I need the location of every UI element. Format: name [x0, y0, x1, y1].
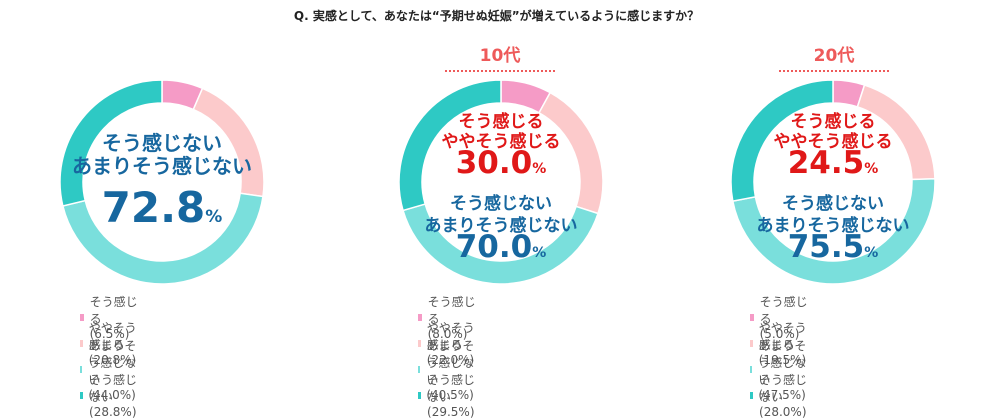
percent-unit: % — [532, 245, 547, 261]
disagree-label-1: そう感じない — [102, 131, 222, 155]
legend-label: あまりそう感じない(40.5%) — [426, 338, 475, 402]
legend-swatch — [750, 313, 754, 321]
disagree-label-1: そう感じない — [450, 194, 552, 214]
agree-label-2: ややそう感じる — [773, 132, 893, 152]
legend-item: あまりそう感じない(47.5%) — [750, 339, 810, 402]
donut-slice-disagree — [59, 79, 163, 207]
legend-item: ややそう感じる(22.0%) — [418, 321, 478, 367]
donut-slice-disagree — [398, 79, 502, 212]
legend-swatch — [750, 339, 753, 347]
legend-swatch — [418, 391, 422, 399]
disagree-total: 72.8% — [57, 183, 267, 232]
donut-slice-somewhat-disagree — [731, 178, 936, 285]
disagree-total-value: 72.8 — [101, 183, 206, 232]
legend-swatch — [80, 313, 84, 321]
legend-label: そう感じない(28.8%) — [89, 373, 138, 419]
legend-label: そう感じる(6.5%) — [89, 295, 138, 341]
legend-label: あまりそう感じない(44.0%) — [88, 338, 137, 402]
legend-label: そう感じる(5.0%) — [759, 295, 808, 341]
legend-label: そう感じない(28.0%) — [759, 373, 808, 419]
legend-swatch — [418, 313, 422, 321]
donut-slice-disagree — [730, 79, 834, 202]
percent-unit: % — [205, 207, 223, 227]
legend-swatch — [418, 339, 421, 347]
legend-item: そう感じる(6.5%) — [80, 295, 140, 341]
legend-label: そう感じない(29.5%) — [427, 373, 476, 419]
legend-item: そう感じない(29.5%) — [418, 373, 478, 419]
agree-label-1: そう感じる — [458, 112, 544, 132]
disagree-total-value: 70.0 — [455, 229, 533, 265]
disagree-label-2: あまりそう感じない — [72, 154, 252, 178]
legend-item: ややそう感じる(19.5%) — [750, 321, 810, 367]
title-underline — [445, 70, 555, 72]
age-group-title-teens: 10代 — [479, 46, 521, 66]
disagree-total: 75.5% — [728, 229, 938, 265]
donut-chart-twenties — [730, 79, 936, 285]
legend-label: ややそう感じる(22.0%) — [426, 321, 475, 367]
age-group-title-twenties: 20代 — [813, 46, 855, 66]
legend-overall: そう感じる(6.5%) ややそう感じる(20.8%) あまりそう感じない(44.… — [80, 295, 140, 419]
agree-label-1: そう感じる — [790, 112, 876, 132]
legend-label: あまりそう感じない(47.5%) — [758, 338, 807, 402]
legend-item: そう感じる(8.0%) — [418, 295, 478, 341]
legend-swatch — [80, 365, 83, 373]
legend-swatch — [418, 365, 421, 373]
agree-label-2: ややそう感じる — [441, 132, 561, 152]
legend-label: ややそう感じる(19.5%) — [758, 321, 807, 367]
disagree-label-2: あまりそう感じない — [756, 216, 910, 236]
donut-chart-overall — [59, 79, 265, 285]
legend-item: ややそう感じる(20.8%) — [80, 321, 140, 367]
question-title: Q. 実感として、あなたは“予期せぬ妊娠”が増えているように感じますか？ — [293, 9, 700, 23]
agree-total-value: 30.0 — [455, 145, 533, 181]
legend-item: そう感じる(5.0%) — [750, 295, 810, 341]
percent-unit: % — [864, 245, 879, 261]
disagree-label-1: そう感じない — [782, 194, 884, 214]
legend-teens: そう感じる(8.0%) ややそう感じる(22.0%) あまりそう感じない(40.… — [418, 295, 478, 419]
donut-chart-teens — [398, 79, 604, 285]
legend-item: あまりそう感じない(44.0%) — [80, 339, 140, 402]
title-underline — [779, 70, 889, 72]
percent-unit: % — [864, 161, 879, 177]
disagree-label-2: あまりそう感じない — [424, 216, 578, 236]
legend-swatch — [80, 339, 83, 347]
legend-swatch — [80, 391, 84, 399]
legend-item: そう感じない(28.8%) — [80, 373, 140, 419]
agree-total: 30.0% — [396, 145, 606, 181]
legend-twenties: そう感じる(5.0%) ややそう感じる(19.5%) あまりそう感じない(47.… — [750, 295, 810, 419]
legend-swatch — [750, 391, 754, 399]
disagree-total-value: 75.5 — [787, 229, 865, 265]
percent-unit: % — [532, 161, 547, 177]
legend-swatch — [750, 365, 753, 373]
legend-label: ややそう感じる(20.8%) — [88, 321, 137, 367]
legend-item: そう感じない(28.0%) — [750, 373, 810, 419]
legend-item: あまりそう感じない(40.5%) — [418, 339, 478, 402]
agree-total-value: 24.5 — [787, 145, 865, 181]
agree-total: 24.5% — [728, 145, 938, 181]
legend-label: そう感じる(8.0%) — [427, 295, 476, 341]
disagree-total: 70.0% — [396, 229, 606, 265]
